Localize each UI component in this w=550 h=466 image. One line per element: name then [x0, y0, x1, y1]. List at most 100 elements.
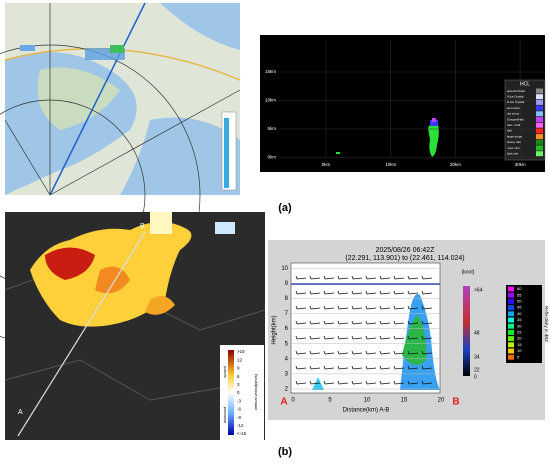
wind-barb [421, 305, 424, 310]
wind-barb [394, 382, 405, 385]
axis-title: Distance(km) A-B [343, 408, 390, 414]
legend-swatch [536, 94, 543, 100]
wind-barb [296, 382, 307, 385]
wind-barb [422, 382, 433, 385]
colorbar-tick-label: 12 [237, 357, 243, 362]
wind-barb [323, 380, 326, 385]
wind-barb [352, 337, 363, 340]
wind-barb [366, 292, 377, 295]
wind-barb [408, 367, 419, 370]
wind-barb [324, 367, 335, 370]
wind-barb [379, 380, 382, 385]
wind-barb [351, 320, 354, 325]
wind-barb [408, 352, 419, 355]
legend-swatch [536, 128, 543, 134]
wind-barb [338, 352, 349, 355]
wind-barb [351, 305, 354, 310]
colorbar-swatch [508, 317, 514, 323]
wind-barb [380, 322, 391, 325]
wind-barb [408, 307, 419, 310]
wind-barb [337, 305, 340, 310]
wind-barb [379, 335, 382, 340]
wind-barb [295, 320, 298, 325]
wind-barb [407, 380, 410, 385]
wind-barb [323, 350, 326, 355]
wind-barb [366, 277, 377, 280]
wind-barb [309, 365, 312, 370]
colorbar-swatch [508, 305, 514, 311]
wind-barb [407, 365, 410, 370]
wind-barb [394, 367, 405, 370]
wind-barb [408, 382, 419, 385]
wind-barb [337, 365, 340, 370]
wind-barb [352, 292, 363, 295]
colorbar-tick-label: -6 [237, 407, 241, 412]
colorbar-tick-label: 9 [237, 366, 240, 371]
wind-barb [295, 335, 298, 340]
wind-barb [309, 350, 312, 355]
chart-subtitle: (22.291, 113.901) to (22.461, 114.024) [345, 255, 464, 262]
wind-barb [421, 350, 424, 355]
x-tick-label: 20km [450, 162, 461, 167]
wind-barb [365, 350, 368, 355]
wind-barb [408, 337, 419, 340]
colorbar-tick-label: <-15 [237, 431, 247, 436]
wind-barb [421, 335, 424, 340]
wind-barb [323, 305, 326, 310]
wind-barb [365, 365, 368, 370]
legend-label: ground clutter [507, 89, 525, 93]
wind-barb [296, 307, 307, 310]
wind-barb [338, 382, 349, 385]
colorbar-tick-label: 35 [517, 317, 522, 322]
wind-barbs [295, 275, 433, 385]
wind-barb [407, 320, 410, 325]
wind-barb [421, 290, 424, 295]
colorbar-swatch [508, 354, 514, 360]
x-tick-label: 10km [385, 162, 396, 167]
colorbar-tick-label: 10 [517, 348, 522, 353]
wind-barb [393, 290, 396, 295]
wind-barb [422, 367, 433, 370]
colorbar-tick-label: 40 [517, 311, 522, 316]
wind-barb [352, 322, 363, 325]
wind-barb [380, 367, 391, 370]
wind-barb [380, 382, 391, 385]
y-tick-label: 7 [285, 311, 289, 317]
wind-barb [366, 352, 377, 355]
legend-swatch [536, 99, 543, 105]
wind-barb [365, 335, 368, 340]
wind-barb [323, 290, 326, 295]
colorbar-tick-label: 0 [237, 390, 240, 395]
wind-barb [379, 290, 382, 295]
wind-barb [309, 380, 312, 385]
wind-barb [380, 337, 391, 340]
wind-barb [324, 307, 335, 310]
wind-barb [323, 335, 326, 340]
legend-label: rain + hail [507, 123, 520, 127]
wind-barb [351, 365, 354, 370]
y-tick-label: 9 [285, 281, 289, 287]
legend-label: wet snow [507, 106, 520, 110]
wind-barb [393, 275, 396, 280]
wind-barb [352, 277, 363, 280]
wind-barb [295, 275, 298, 280]
wind-barb [379, 350, 382, 355]
panel-label: (a) [278, 202, 292, 214]
wind-colorbar [463, 286, 470, 376]
x-tick-label: 0 [291, 398, 295, 404]
wind-barb [296, 337, 307, 340]
wind-barb [407, 275, 410, 280]
x-tick-label: 30km [515, 162, 526, 167]
colorbar-label: downward [223, 407, 227, 423]
wind-barb [337, 290, 340, 295]
colorbar-swatch [508, 348, 514, 354]
legend-label: dry snow [507, 112, 520, 116]
colorbar-swatch [508, 286, 514, 292]
wind-barb [296, 352, 307, 355]
y-tick-label: 3 [285, 371, 289, 377]
wind-barb [337, 335, 340, 340]
wind-barb [422, 277, 433, 280]
axis-title: Height(km) [272, 315, 278, 344]
wind-barb [338, 337, 349, 340]
